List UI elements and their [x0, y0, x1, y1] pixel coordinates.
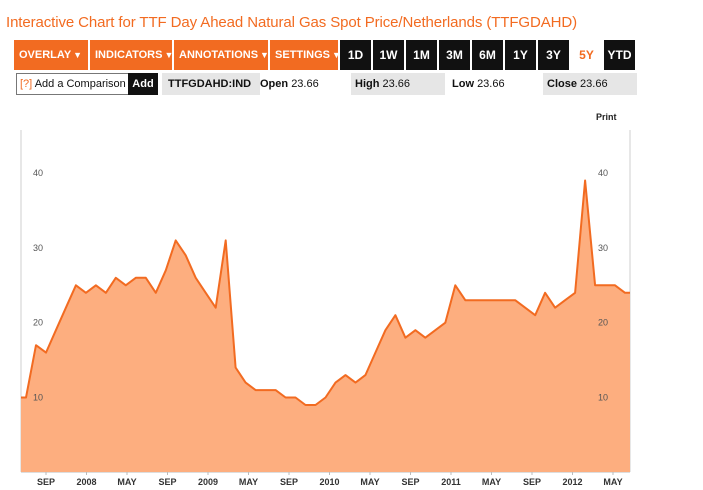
y-tick-label-left: 20	[33, 318, 43, 328]
close-value: Close 23.66	[543, 73, 637, 95]
chart-toolbar: OVERLAY ▼ INDICATORS ▼ ANNOTATIONS ▼ SETTIN…	[14, 40, 637, 70]
ticker-symbol: TTFGDAHD:IND	[162, 73, 260, 95]
close-number: 23.66	[580, 78, 608, 90]
annotations-label: ANNOTATIONS	[179, 49, 259, 61]
y-tick-label-right: 20	[598, 318, 608, 328]
settings-label: SETTINGS	[275, 49, 331, 61]
high-value: High 23.66	[351, 73, 445, 95]
x-tick-label: 2008	[76, 477, 96, 487]
annotations-menu-button[interactable]: ANNOTATIONS ▼	[174, 40, 269, 70]
x-tick-label: SEP	[280, 477, 298, 487]
print-link[interactable]: Print	[596, 112, 617, 122]
indicators-label: INDICATORS	[95, 49, 163, 61]
y-tick-label-left: 40	[33, 168, 43, 178]
x-tick-label: MAY	[603, 477, 622, 487]
add-comparison-input[interactable]: [?] Add a Comparison	[16, 73, 129, 95]
low-number: 23.66	[477, 78, 505, 90]
range-1w-button[interactable]: 1W	[373, 40, 404, 70]
low-label: Low	[452, 78, 474, 90]
open-value: Open 23.66	[260, 73, 350, 95]
y-tick-label-right: 40	[598, 168, 608, 178]
y-tick-label-left: 10	[33, 393, 43, 403]
indicators-menu-button[interactable]: INDICATORS ▼	[90, 40, 174, 70]
range-6m-button[interactable]: 6M	[472, 40, 503, 70]
range-3m-button[interactable]: 3M	[439, 40, 470, 70]
price-line	[21, 179, 630, 406]
x-tick-label: SEP	[37, 477, 55, 487]
x-tick-label: MAY	[239, 477, 258, 487]
overlay-label: OVERLAY	[19, 49, 72, 61]
x-tick-label: MAY	[360, 477, 379, 487]
chevron-down-icon: ▼	[332, 50, 341, 60]
range-1d-button[interactable]: 1D	[340, 40, 371, 70]
x-tick-label: SEP	[523, 477, 541, 487]
x-tick-label: SEP	[158, 477, 176, 487]
range-1y-button[interactable]: 1Y	[505, 40, 536, 70]
price-area	[21, 180, 630, 472]
add-comparison-button[interactable]: Add	[128, 73, 158, 95]
high-label: High	[355, 78, 380, 90]
x-tick-label: 2011	[441, 477, 461, 487]
x-tick-label: 2009	[198, 477, 218, 487]
range-5y-button[interactable]: 5Y	[571, 40, 602, 70]
overlay-menu-button[interactable]: OVERLAY ▼	[14, 40, 88, 70]
help-icon[interactable]: [?]	[20, 78, 33, 90]
chevron-down-icon: ▼	[73, 50, 83, 60]
chevron-down-icon: ▼	[260, 50, 269, 60]
range-3y-button[interactable]: 3Y	[538, 40, 569, 70]
chevron-down-icon: ▼	[164, 50, 174, 60]
x-tick-label: SEP	[401, 477, 419, 487]
range-ytd-button[interactable]: YTD	[604, 40, 635, 70]
close-label: Close	[547, 78, 577, 90]
y-tick-label-right: 30	[598, 243, 608, 253]
x-tick-label: MAY	[482, 477, 501, 487]
settings-menu-button[interactable]: SETTINGS ▼	[270, 40, 341, 70]
high-number: 23.66	[382, 78, 411, 90]
page-title: Interactive Chart for TTF Day Ahead Natu…	[6, 14, 577, 31]
low-value: Low 23.66	[452, 73, 542, 95]
range-1m-button[interactable]: 1M	[406, 40, 437, 70]
open-label: Open	[260, 78, 289, 90]
y-tick-label-right: 10	[598, 393, 608, 403]
x-tick-label: 2010	[319, 477, 339, 487]
open-number: 23.66	[291, 78, 319, 90]
x-tick-label: 2012	[562, 477, 582, 487]
ticker-label: TTFGDAHD:IND	[168, 78, 252, 90]
x-tick-label: MAY	[117, 477, 136, 487]
add-comparison-placeholder: Add a Comparison	[34, 78, 126, 90]
y-tick-label-left: 30	[33, 243, 43, 253]
